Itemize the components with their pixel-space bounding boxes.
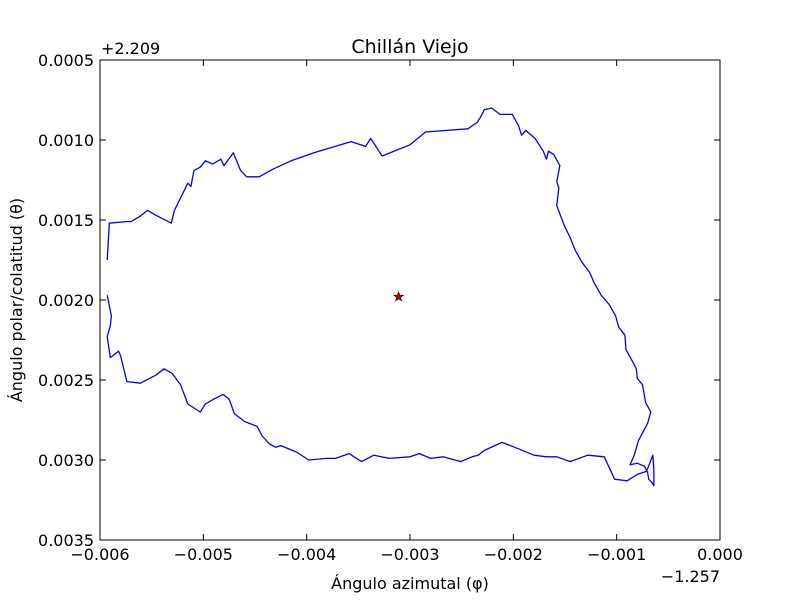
x-offset-label: −1.257 — [661, 567, 720, 586]
y-axis: 0.0005 0.0010 0.0015 0.0020 0.0025 0.0030 0.00… — [38, 51, 720, 550]
y-axis-label: Ángulo polar/colatitud (θ) — [7, 198, 26, 402]
x-tick-label: −0.006 — [70, 545, 129, 564]
x-tick-label: −0.001 — [587, 545, 646, 564]
y-tick-label: 0.0005 — [38, 51, 94, 70]
x-tick-label: 0.000 — [697, 545, 743, 564]
marker-layer — [393, 290, 405, 302]
y-tick-label: 0.0010 — [38, 131, 94, 150]
series-line — [106, 107, 655, 487]
x-tick-label: −0.003 — [380, 545, 439, 564]
x-axis-label: Ángulo azimutal (φ) — [331, 574, 489, 593]
y-tick-label: 0.0030 — [38, 451, 94, 470]
y-tick-label: 0.0020 — [38, 291, 94, 310]
x-tick-label: −0.004 — [277, 545, 336, 564]
y-tick-label: 0.0015 — [38, 211, 94, 230]
y-offset-label: +2.209 — [101, 39, 160, 58]
x-axis: −0.006 −0.005 −0.004 −0.003 −0.002 −0.001 0.00… — [70, 60, 743, 564]
y-tick-label: 0.0025 — [38, 371, 94, 390]
x-tick-label: −0.002 — [484, 545, 543, 564]
plot-area — [99, 59, 721, 541]
series-layer — [106, 107, 655, 487]
centroid-star-marker — [393, 290, 405, 302]
chart-title: Chillán Viejo — [351, 36, 468, 58]
y-tick-label: 0.0035 — [38, 531, 94, 550]
x-tick-label: −0.005 — [174, 545, 233, 564]
